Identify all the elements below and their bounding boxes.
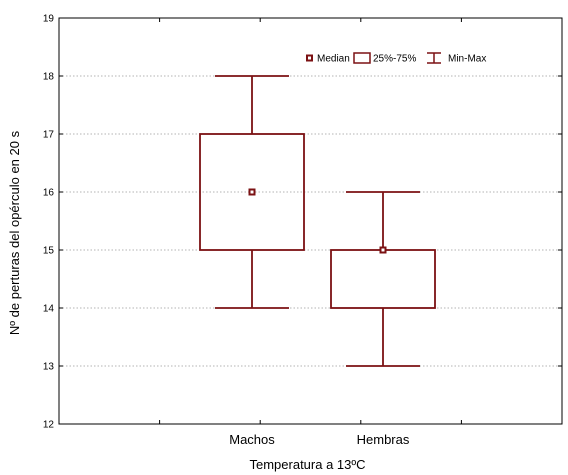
legend-box-symbol xyxy=(353,52,371,64)
x-category-label: Hembras xyxy=(357,432,410,447)
x-category-label: Machos xyxy=(229,432,275,447)
iqr-box xyxy=(330,249,436,309)
y-tick-label: 18 xyxy=(43,72,55,83)
y-tick-label: 14 xyxy=(43,304,55,315)
y-tick-label: 13 xyxy=(43,362,55,373)
plot-frame xyxy=(58,17,563,425)
y-tick-label: 19 xyxy=(43,14,55,25)
y-axis-title: Nº de perturas del opérculo en 20 s xyxy=(7,130,22,335)
x-axis-title: Temperatura a 13ºC xyxy=(249,457,365,472)
legend-minmax-label: Min-Max xyxy=(448,54,486,65)
iqr-box xyxy=(199,133,305,251)
legend: Median 25%-75% Min-Max xyxy=(306,52,486,65)
y-tick-label: 12 xyxy=(43,420,55,431)
median-marker-center xyxy=(381,248,385,252)
median-marker-center xyxy=(250,190,254,194)
legend-median-dot xyxy=(308,56,311,60)
box-hembras xyxy=(330,191,436,367)
y-tick-label: 17 xyxy=(43,130,55,141)
legend-box-label: 25%-75% xyxy=(373,54,416,65)
y-tick-label: 15 xyxy=(43,246,55,257)
axis-ticks: 12 13 14 15 16 17 18 19 Machos Hembras xyxy=(43,14,562,447)
box-series xyxy=(199,75,436,367)
legend-minmax-symbol xyxy=(427,52,441,64)
legend-median-label: Median xyxy=(317,54,350,65)
box-machos xyxy=(199,75,305,309)
grid-lines xyxy=(59,75,562,367)
y-tick-label: 16 xyxy=(43,188,55,199)
